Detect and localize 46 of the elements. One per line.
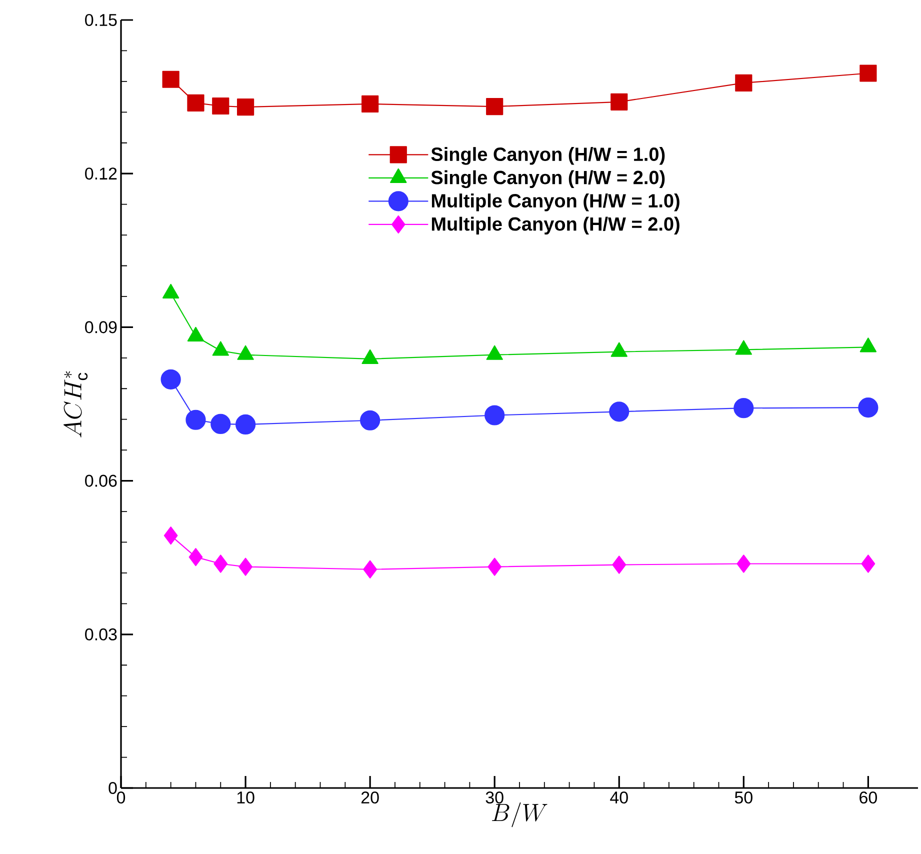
y-tick-label: 0.06 xyxy=(85,474,117,487)
legend-label: Single Canyon (H/W = 2.0) xyxy=(431,170,665,188)
y-tick-label: 0.03 xyxy=(85,628,117,640)
x-tick-label: 60 xyxy=(860,792,877,804)
x-tick-label: 20 xyxy=(361,792,379,804)
x-axis-title: $B/W$ xyxy=(492,802,548,828)
point xyxy=(610,93,628,110)
point xyxy=(734,398,754,418)
y-tick-label: 0.15 xyxy=(85,14,117,26)
legend-label: Single Canyon (H/W = 1.0) xyxy=(431,147,665,165)
point xyxy=(214,554,228,573)
y-tick-label: 0 xyxy=(108,782,117,794)
point xyxy=(861,554,876,573)
y-tick-label: 0.09 xyxy=(85,321,117,334)
x-tick-label: 40 xyxy=(610,792,628,804)
point xyxy=(360,410,380,430)
point xyxy=(238,558,252,576)
legend-label: Multiple Canyon (H/W = 2.0) xyxy=(432,216,680,235)
point xyxy=(162,70,180,88)
point xyxy=(164,526,178,545)
x-tick-label: 0 xyxy=(116,792,126,804)
point xyxy=(612,556,626,574)
point xyxy=(860,64,877,82)
point xyxy=(363,560,377,578)
point xyxy=(235,414,256,435)
y-tick-label: 0.12 xyxy=(85,168,117,180)
point xyxy=(236,98,254,116)
point xyxy=(210,414,231,434)
x-tick-label: 10 xyxy=(237,792,254,804)
point xyxy=(735,74,752,92)
point xyxy=(609,402,630,422)
point xyxy=(187,94,204,112)
point xyxy=(212,97,230,115)
point xyxy=(160,369,181,390)
point xyxy=(736,554,751,573)
point xyxy=(488,558,502,576)
point xyxy=(858,398,878,418)
legend-label: Multiple Canyon (H/W = 1.0) xyxy=(432,194,680,212)
y-axis-title: $ACH_{\mathrm{c}}^{*}$ xyxy=(64,371,88,438)
x-tick-label: 30 xyxy=(486,792,504,804)
point xyxy=(486,98,504,116)
point xyxy=(484,405,505,426)
point xyxy=(188,548,203,566)
point xyxy=(362,95,379,113)
x-tick-label: 50 xyxy=(734,792,752,804)
point xyxy=(186,410,206,430)
